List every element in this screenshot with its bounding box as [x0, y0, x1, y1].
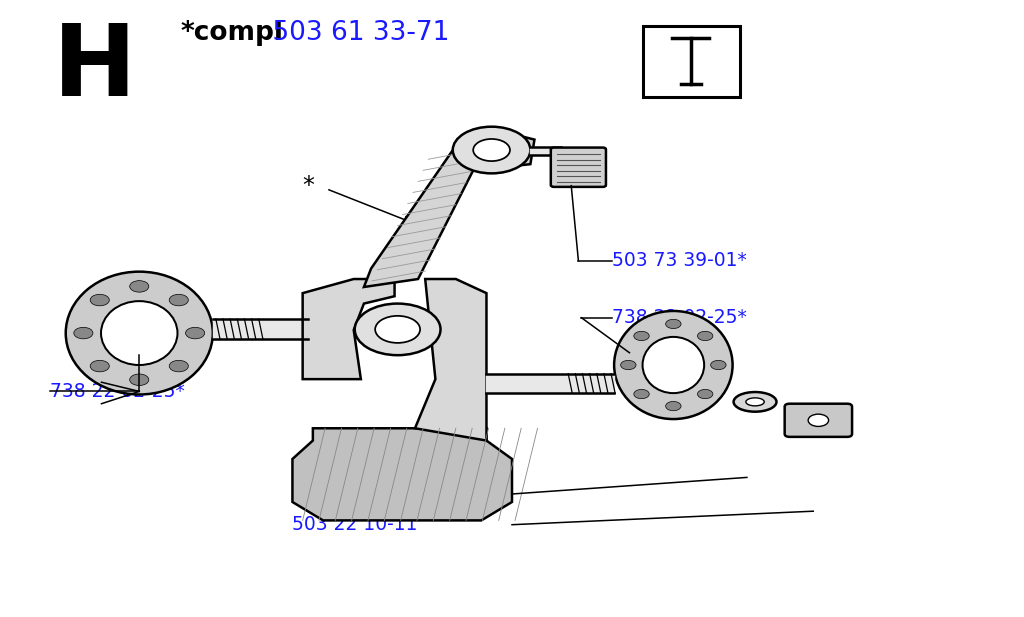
Circle shape: [90, 360, 110, 372]
Text: *compl: *compl: [180, 20, 283, 46]
Ellipse shape: [101, 301, 177, 365]
Circle shape: [697, 331, 713, 341]
Circle shape: [634, 389, 649, 399]
Circle shape: [90, 294, 110, 306]
Circle shape: [169, 294, 188, 306]
Circle shape: [634, 331, 649, 341]
Circle shape: [354, 304, 440, 355]
Ellipse shape: [614, 311, 732, 419]
Polygon shape: [293, 428, 512, 520]
Text: 503 22 10-11: 503 22 10-11: [293, 515, 418, 534]
Text: 738 22 02-25*: 738 22 02-25*: [612, 308, 746, 327]
Polygon shape: [415, 279, 486, 441]
Circle shape: [130, 374, 148, 386]
Circle shape: [621, 360, 636, 370]
Circle shape: [453, 126, 530, 173]
FancyBboxPatch shape: [551, 147, 606, 187]
Circle shape: [666, 320, 681, 329]
Circle shape: [74, 328, 93, 339]
Circle shape: [808, 414, 828, 426]
Polygon shape: [303, 279, 394, 379]
Text: H: H: [52, 20, 136, 117]
Circle shape: [169, 360, 188, 372]
Circle shape: [666, 402, 681, 411]
Circle shape: [130, 281, 148, 292]
Circle shape: [375, 316, 420, 343]
Circle shape: [711, 360, 726, 370]
Circle shape: [185, 328, 205, 339]
Ellipse shape: [745, 398, 764, 406]
Ellipse shape: [733, 392, 776, 412]
Text: 503 61 33-71: 503 61 33-71: [264, 20, 450, 46]
Text: 503 23 01-01: 503 23 01-01: [293, 484, 418, 503]
FancyBboxPatch shape: [643, 26, 739, 97]
FancyBboxPatch shape: [784, 404, 852, 437]
Ellipse shape: [642, 337, 705, 393]
Text: 503 73 39-01*: 503 73 39-01*: [612, 251, 746, 270]
Polygon shape: [364, 133, 535, 287]
Circle shape: [473, 139, 510, 161]
Circle shape: [697, 389, 713, 399]
Ellipse shape: [66, 271, 213, 394]
Text: 738 22 02-25*: 738 22 02-25*: [50, 382, 185, 401]
Text: *: *: [303, 173, 314, 197]
